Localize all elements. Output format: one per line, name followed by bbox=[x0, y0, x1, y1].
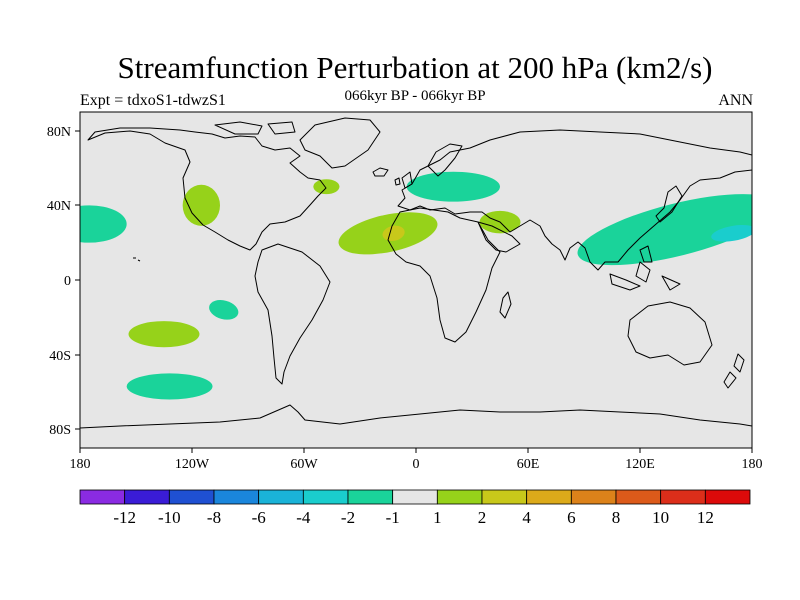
colorbar-label: -6 bbox=[252, 508, 266, 527]
colorbar-label: 10 bbox=[652, 508, 669, 527]
longitude-labels: 180 120W 60W 0 60E 120E 180 bbox=[70, 457, 763, 472]
contour-region bbox=[126, 373, 213, 400]
new-zealand-coast bbox=[723, 353, 745, 389]
axis-ticks bbox=[75, 130, 753, 453]
colorbar-label: 6 bbox=[567, 508, 576, 527]
colorbar-label: -12 bbox=[113, 508, 136, 527]
iceland-coast bbox=[372, 167, 389, 177]
coastlines bbox=[80, 117, 752, 429]
colorbar-swatch bbox=[302, 489, 349, 505]
colorbar-swatch bbox=[258, 489, 304, 505]
colorbar-label: -1 bbox=[386, 508, 400, 527]
contour-region bbox=[382, 225, 405, 241]
lat-label: 40N bbox=[47, 199, 71, 214]
period-label: 066kyr BP - 066kyr BP bbox=[344, 88, 486, 104]
contour-region bbox=[577, 194, 752, 266]
contour-region bbox=[80, 205, 127, 243]
british-isles-coast bbox=[394, 171, 413, 189]
indonesia-coast bbox=[609, 245, 681, 291]
experiment-label: Expt = tdxoS1-tdwzS1 bbox=[80, 92, 226, 109]
colorbar-swatch bbox=[704, 489, 751, 505]
eurasia-coast bbox=[397, 129, 752, 271]
north-america-coast bbox=[87, 127, 327, 251]
colorbar-swatch bbox=[392, 489, 438, 505]
africa-coast bbox=[387, 207, 501, 343]
colorbar-swatch bbox=[660, 489, 706, 505]
colorbar-label: 2 bbox=[478, 508, 487, 527]
lon-label: 0 bbox=[413, 457, 420, 472]
plot-title: Streamfunction Perturbation at 200 hPa (… bbox=[117, 50, 713, 85]
antarctica-coast bbox=[80, 404, 752, 429]
lon-label: 120E bbox=[625, 457, 655, 472]
colorbar-swatch bbox=[436, 489, 483, 505]
colorbar bbox=[79, 489, 751, 505]
arabia-coast bbox=[477, 221, 521, 253]
lat-label: 80S bbox=[49, 423, 71, 438]
colorbar-swatch bbox=[79, 489, 126, 505]
japan-coast bbox=[655, 185, 683, 223]
lon-label: 120W bbox=[175, 457, 210, 472]
latitude-labels: 80N 40N 0 40S 80S bbox=[47, 125, 71, 438]
colorbar-swatch bbox=[168, 489, 215, 505]
lon-label: 180 bbox=[70, 457, 91, 472]
contour-region bbox=[313, 179, 340, 195]
colorbar-label: 12 bbox=[697, 508, 714, 527]
colorbar-label: -8 bbox=[207, 508, 221, 527]
contour-region bbox=[406, 171, 501, 202]
contour-region bbox=[182, 184, 220, 226]
colorbar-label: -4 bbox=[296, 508, 311, 527]
scandinavia-coast bbox=[427, 143, 463, 177]
contour-region bbox=[128, 321, 200, 348]
arctic-islands bbox=[214, 121, 296, 135]
contour-region bbox=[209, 300, 239, 320]
greenland-coast bbox=[299, 117, 381, 169]
colorbar-label: 1 bbox=[433, 508, 442, 527]
madagascar-coast bbox=[499, 291, 512, 319]
colorbar-label: 4 bbox=[522, 508, 531, 527]
colorbar-label: -2 bbox=[341, 508, 355, 527]
lat-label: 40S bbox=[49, 349, 71, 364]
colorbar-label: -10 bbox=[158, 508, 181, 527]
colorbar-label: 8 bbox=[612, 508, 621, 527]
colorbar-swatch bbox=[526, 489, 572, 505]
australia-coast bbox=[627, 301, 713, 366]
colorbar-swatch bbox=[347, 489, 394, 505]
contour-region bbox=[711, 225, 752, 242]
lat-label: 80N bbox=[47, 125, 71, 140]
colorbar-swatch bbox=[615, 489, 662, 505]
contour-regions bbox=[80, 171, 752, 400]
season-label: ANN bbox=[718, 92, 753, 109]
lon-label: 180 bbox=[742, 457, 763, 472]
colorbar-swatch bbox=[570, 489, 617, 505]
lat-label: 0 bbox=[64, 274, 71, 289]
colorbar-labels: -12 -10 -8 -6 -4 -2 -1 1 2 4 6 8 10 12 bbox=[113, 508, 714, 527]
colorbar-swatch bbox=[124, 489, 170, 505]
colorbar-swatch bbox=[481, 489, 528, 505]
lon-label: 60E bbox=[517, 457, 540, 472]
south-america-coast bbox=[254, 243, 331, 385]
hawaii-islands bbox=[133, 257, 141, 262]
colorbar-swatch bbox=[213, 489, 260, 505]
lon-label: 60W bbox=[290, 457, 318, 472]
